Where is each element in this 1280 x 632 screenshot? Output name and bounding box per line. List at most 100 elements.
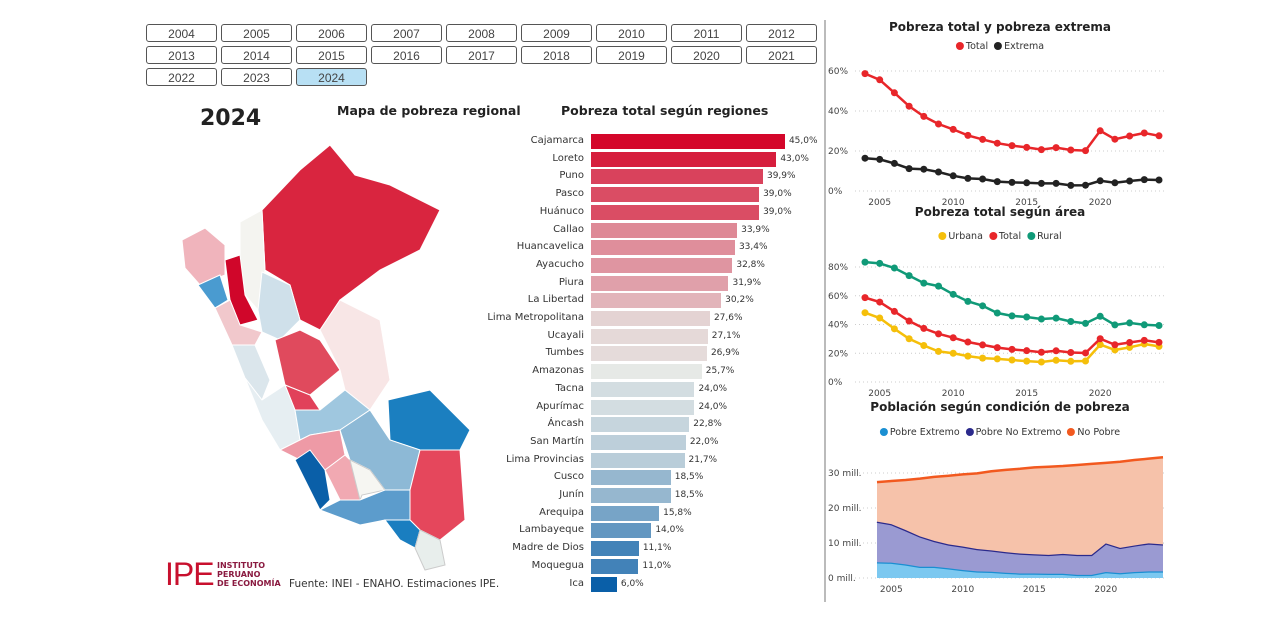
point-Rural-2010[interactable] xyxy=(949,290,957,298)
point-Total-2012[interactable] xyxy=(979,341,987,349)
point-Rural-2018[interactable] xyxy=(1067,317,1075,325)
map-region-ucayali[interactable] xyxy=(319,299,391,411)
point-Rural-2021[interactable] xyxy=(1111,321,1119,329)
map-region-lambayeque[interactable] xyxy=(197,274,229,309)
legend-item[interactable]: Total xyxy=(988,231,1021,242)
point-Extrema-2023[interactable] xyxy=(1140,176,1148,184)
map-region-ica[interactable] xyxy=(294,449,331,511)
bar-Ica[interactable] xyxy=(591,576,617,592)
point-Urbana-2005[interactable] xyxy=(876,314,884,322)
bar-Huancavelica[interactable] xyxy=(591,240,735,256)
point-Total-2022[interactable] xyxy=(1126,338,1134,346)
year-button-2005[interactable]: 2005 xyxy=(221,24,292,42)
point-Total-2009[interactable] xyxy=(935,120,942,128)
point-Rural-2009[interactable] xyxy=(935,282,942,290)
year-button-2013[interactable]: 2013 xyxy=(146,46,217,64)
legend-item[interactable]: No Pobre xyxy=(1067,427,1120,438)
bar-Amazonas[interactable] xyxy=(591,364,702,380)
year-button-2009[interactable]: 2009 xyxy=(521,24,592,42)
year-button-2011[interactable]: 2011 xyxy=(671,24,742,42)
point-Total-2010[interactable] xyxy=(949,125,957,133)
bar-Puno[interactable] xyxy=(591,169,763,185)
point-Total-2013[interactable] xyxy=(993,344,1001,352)
bar-La Libertad[interactable] xyxy=(591,293,722,309)
year-button-2017[interactable]: 2017 xyxy=(446,46,517,64)
point-Rural-2008[interactable] xyxy=(920,279,928,287)
bar-Ayacucho[interactable] xyxy=(591,257,733,273)
year-button-2021[interactable]: 2021 xyxy=(746,46,817,64)
bar-Loreto[interactable] xyxy=(591,151,777,167)
bar-Tacna[interactable] xyxy=(591,381,695,397)
point-Total-2020[interactable] xyxy=(1096,127,1104,135)
point-Total-2021[interactable] xyxy=(1111,135,1119,143)
point-Extrema-2013[interactable] xyxy=(993,178,1001,186)
point-Total-2004[interactable] xyxy=(861,294,869,302)
point-Extrema-2016[interactable] xyxy=(1037,179,1045,187)
year-button-2015[interactable]: 2015 xyxy=(296,46,367,64)
bar-San Martín[interactable] xyxy=(591,434,686,450)
point-Urbana-2016[interactable] xyxy=(1037,358,1045,366)
bar-Huánuco[interactable] xyxy=(591,204,760,220)
point-Extrema-2004[interactable] xyxy=(861,154,869,162)
point-Total-2009[interactable] xyxy=(935,330,942,338)
point-Rural-2024[interactable] xyxy=(1155,322,1163,330)
year-button-2014[interactable]: 2014 xyxy=(221,46,292,64)
year-button-2006[interactable]: 2006 xyxy=(296,24,367,42)
point-Total-2017[interactable] xyxy=(1052,347,1060,355)
point-Total-2024[interactable] xyxy=(1155,338,1163,346)
point-Urbana-2021[interactable] xyxy=(1111,346,1119,354)
bar-Pasco[interactable] xyxy=(591,187,760,203)
bar-Arequipa[interactable] xyxy=(591,505,660,521)
year-button-2010[interactable]: 2010 xyxy=(596,24,667,42)
point-Extrema-2018[interactable] xyxy=(1067,181,1075,189)
point-Total-2023[interactable] xyxy=(1140,129,1148,137)
point-Total-2007[interactable] xyxy=(905,102,913,110)
map-region-piura[interactable] xyxy=(181,227,226,286)
point-Urbana-2008[interactable] xyxy=(920,341,928,349)
map-region-apurimac[interactable] xyxy=(349,459,386,502)
point-Urbana-2015[interactable] xyxy=(1023,357,1031,365)
point-Rural-2006[interactable] xyxy=(890,264,898,272)
point-Total-2018[interactable] xyxy=(1067,349,1075,357)
point-Rural-2022[interactable] xyxy=(1126,319,1134,327)
point-Urbana-2014[interactable] xyxy=(1008,356,1016,364)
point-Rural-2005[interactable] xyxy=(876,259,884,267)
bar-Callao[interactable] xyxy=(591,222,738,238)
point-Extrema-2024[interactable] xyxy=(1155,176,1163,184)
point-Total-2021[interactable] xyxy=(1111,341,1119,349)
point-Total-2019[interactable] xyxy=(1082,349,1089,357)
bar-Junín[interactable] xyxy=(591,488,671,503)
point-Total-2023[interactable] xyxy=(1140,336,1148,344)
legend-item[interactable]: Pobre Extremo xyxy=(879,427,960,438)
point-Total-2006[interactable] xyxy=(890,307,898,315)
point-Extrema-2009[interactable] xyxy=(935,168,942,176)
point-Extrema-2022[interactable] xyxy=(1126,177,1134,185)
map-region-tacna[interactable] xyxy=(414,529,446,571)
point-Rural-2023[interactable] xyxy=(1140,321,1148,329)
point-Extrema-2017[interactable] xyxy=(1052,179,1060,187)
point-Total-2005[interactable] xyxy=(876,76,884,84)
year-button-2007[interactable]: 2007 xyxy=(371,24,442,42)
point-Urbana-2022[interactable] xyxy=(1126,343,1134,351)
point-Total-2011[interactable] xyxy=(964,338,972,346)
point-Total-2011[interactable] xyxy=(964,131,972,139)
point-Total-2010[interactable] xyxy=(949,334,957,342)
point-Urbana-2011[interactable] xyxy=(964,352,972,360)
bar-Cusco[interactable] xyxy=(591,470,671,486)
point-Total-2012[interactable] xyxy=(979,135,987,143)
point-Rural-2016[interactable] xyxy=(1037,315,1045,323)
point-Total-2014[interactable] xyxy=(1008,142,1016,150)
point-Total-2013[interactable] xyxy=(993,139,1001,147)
point-Urbana-2019[interactable] xyxy=(1082,357,1089,365)
point-Extrema-2020[interactable] xyxy=(1096,177,1104,185)
point-Extrema-2007[interactable] xyxy=(905,165,913,173)
bar-Piura[interactable] xyxy=(591,275,729,291)
bar-Madre de Dios[interactable] xyxy=(591,541,639,557)
point-Urbana-2012[interactable] xyxy=(979,354,987,362)
legend-item[interactable]: Total xyxy=(955,41,988,52)
point-Extrema-2008[interactable] xyxy=(920,165,928,173)
point-Rural-2013[interactable] xyxy=(993,309,1001,317)
point-Total-2022[interactable] xyxy=(1126,132,1134,140)
bar-Ucayali[interactable] xyxy=(591,328,708,344)
bar-Tumbes[interactable] xyxy=(591,346,707,362)
